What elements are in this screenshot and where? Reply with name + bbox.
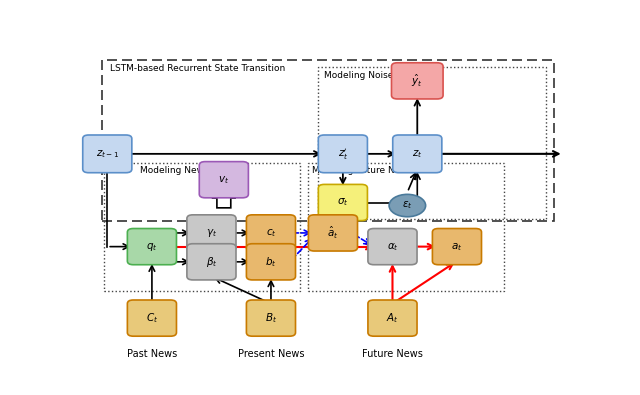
Text: $A_t$: $A_t$	[386, 311, 399, 325]
Text: $B_t$: $B_t$	[265, 311, 277, 325]
Text: $\beta_t$: $\beta_t$	[205, 255, 218, 269]
FancyBboxPatch shape	[199, 162, 248, 198]
Text: LSTM-based Recurrent State Transition: LSTM-based Recurrent State Transition	[110, 64, 285, 73]
Text: $z_{t-1}$: $z_{t-1}$	[95, 148, 119, 160]
FancyBboxPatch shape	[433, 229, 481, 265]
Text: $\varepsilon_t$: $\varepsilon_t$	[402, 199, 413, 211]
Text: $c_t$: $c_t$	[266, 227, 276, 239]
FancyBboxPatch shape	[393, 135, 442, 173]
FancyBboxPatch shape	[187, 215, 236, 251]
Text: $b_t$: $b_t$	[265, 255, 276, 269]
FancyBboxPatch shape	[392, 63, 443, 99]
FancyBboxPatch shape	[368, 300, 417, 336]
Text: $C_t$: $C_t$	[146, 311, 158, 325]
Circle shape	[389, 194, 426, 217]
Text: $\alpha_t$: $\alpha_t$	[387, 241, 399, 252]
FancyArrow shape	[212, 186, 236, 208]
Text: $a_t$: $a_t$	[451, 241, 463, 252]
Text: $\gamma_t$: $\gamma_t$	[206, 227, 217, 239]
Text: Present News: Present News	[237, 349, 304, 359]
Text: $v_t$: $v_t$	[218, 174, 230, 186]
FancyBboxPatch shape	[318, 184, 367, 221]
FancyBboxPatch shape	[127, 229, 177, 265]
Text: $z_t$: $z_t$	[412, 148, 422, 160]
Text: Modeling News: Modeling News	[140, 166, 208, 175]
FancyBboxPatch shape	[83, 135, 132, 173]
FancyBboxPatch shape	[127, 300, 177, 336]
Text: $\hat{y}_t$: $\hat{y}_t$	[412, 73, 423, 89]
FancyBboxPatch shape	[308, 215, 358, 251]
FancyBboxPatch shape	[246, 300, 296, 336]
FancyBboxPatch shape	[187, 244, 236, 280]
Text: $z_t^{\prime}$: $z_t^{\prime}$	[338, 146, 348, 162]
FancyBboxPatch shape	[246, 244, 296, 280]
FancyBboxPatch shape	[246, 215, 296, 251]
FancyBboxPatch shape	[368, 229, 417, 265]
Text: $\sigma_t$: $\sigma_t$	[337, 197, 349, 209]
FancyBboxPatch shape	[318, 135, 367, 173]
Text: $\hat{a}_t$: $\hat{a}_t$	[327, 225, 339, 241]
Text: Past News: Past News	[127, 349, 177, 359]
Text: Modeling Future News: Modeling Future News	[312, 166, 413, 175]
Text: $q_t$: $q_t$	[146, 241, 157, 253]
Text: Modeling Noises: Modeling Noises	[324, 71, 398, 80]
Text: Future News: Future News	[362, 349, 423, 359]
